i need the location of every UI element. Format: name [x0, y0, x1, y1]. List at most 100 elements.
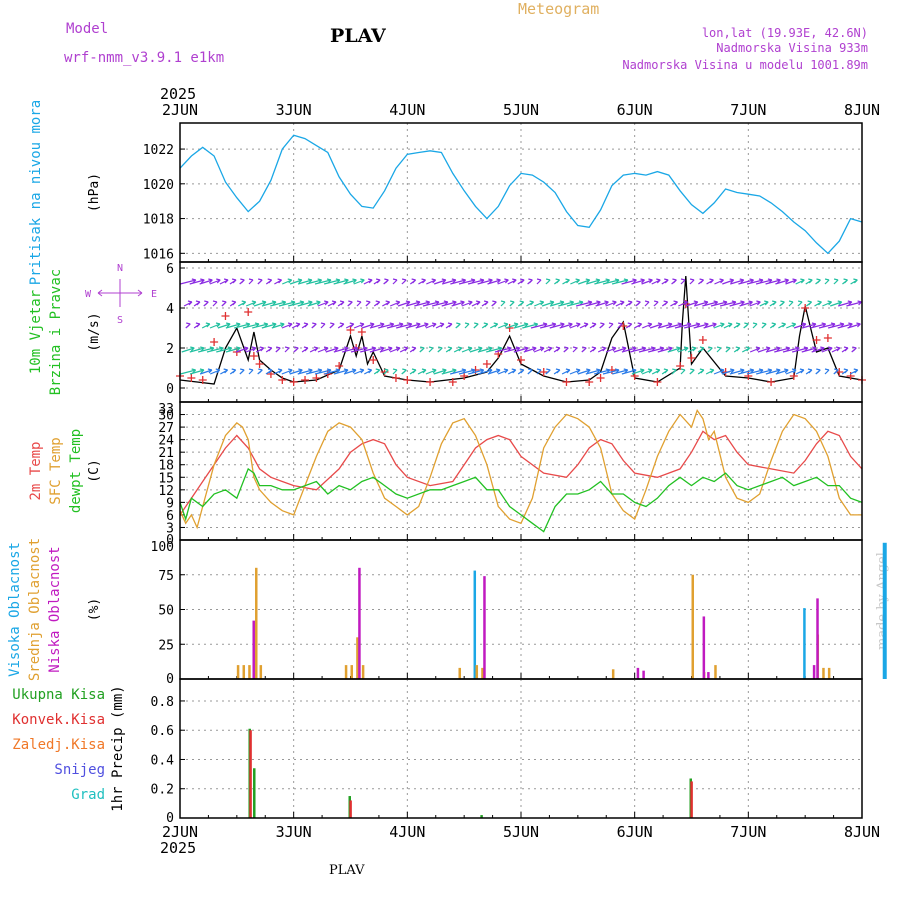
bar-mid: [236, 665, 240, 679]
wind-arrow: [586, 278, 601, 285]
wind-arrow: [327, 300, 337, 307]
wind-arrow: [749, 300, 761, 307]
wind-arrow: [235, 346, 249, 353]
gust-marker: [198, 376, 207, 384]
wind-arrow: [311, 322, 317, 329]
gust-marker: [460, 372, 469, 380]
wind-arrow: [795, 278, 805, 285]
ylabel-temperature: 2m Temp: [28, 441, 44, 500]
wind-arrow: [369, 346, 385, 353]
wind-arrow: [261, 300, 277, 307]
ylabel-cloud: Srednja Oblacnost: [27, 538, 43, 681]
x-tick-label-top: 8JUN: [844, 101, 880, 119]
wind-arrow: [325, 346, 339, 353]
wind-arrow: [185, 322, 191, 329]
wind-arrow: [469, 346, 483, 353]
wind-arrow: [671, 368, 677, 375]
wind-arrow: [527, 368, 533, 375]
y-tick-label: 12: [158, 484, 174, 499]
wind-arrow: [661, 300, 669, 307]
y-tick-label: 1020: [143, 178, 174, 193]
wind-arrow: [397, 300, 411, 307]
wind-arrow: [329, 322, 335, 329]
wind-arrow: [775, 278, 790, 285]
wind-arrow: [689, 368, 695, 375]
wind-arrow: [687, 346, 697, 353]
wind-arrow: [500, 300, 506, 307]
series-dewpoint: [179, 467, 863, 533]
wind-arrow: [491, 300, 497, 307]
bar-low: [252, 620, 255, 679]
wind-arrow: [477, 368, 493, 375]
bar-convective: [690, 781, 693, 818]
series-temp_2m: [179, 430, 863, 516]
wind-arrow: [693, 300, 709, 307]
wind-arrow: [405, 300, 421, 307]
wind-arrow: [778, 322, 787, 329]
wind-arrow: [203, 300, 209, 307]
y-tick-label: 21: [158, 446, 174, 461]
wind-arrow: [225, 322, 241, 329]
wind-arrow: [392, 368, 398, 375]
bar-low: [702, 616, 706, 679]
wind-arrow: [653, 300, 659, 307]
wind-arrow: [517, 300, 525, 307]
model-elevation-label: Nadmorska Visina u modelu 1001.89m: [622, 58, 868, 72]
gust-marker: [357, 328, 366, 336]
wind-arrow: [405, 322, 421, 329]
gust-marker: [210, 338, 219, 346]
wind-arrow: [221, 300, 227, 307]
gust-marker: [767, 378, 776, 386]
gust-marker: [687, 354, 696, 362]
wind-arrow: [275, 346, 281, 353]
wind-arrow: [765, 368, 781, 375]
y-tick-label: 24: [158, 434, 174, 449]
wind-arrow: [345, 322, 355, 329]
y-tick-label: 50: [158, 604, 174, 619]
wind-arrow: [523, 346, 537, 353]
y-tick-label: 4: [166, 302, 174, 317]
year-bottom: 2025: [160, 839, 196, 857]
wind-arrow: [670, 300, 678, 307]
gust-marker: [346, 326, 355, 334]
wind-arrow: [554, 278, 561, 285]
wind-arrow: [265, 278, 273, 285]
wind-arrow: [441, 300, 457, 307]
bar-mid: [458, 667, 461, 679]
wind-arrow: [631, 278, 645, 285]
wind-arrow: [507, 368, 517, 375]
wind-arrow: [536, 368, 542, 375]
wind-arrow: [435, 322, 445, 329]
wind-arrow: [419, 346, 425, 353]
wind-arrow: [225, 346, 241, 353]
gust-marker: [812, 336, 821, 344]
wind-arrow: [289, 278, 303, 285]
wind-arrow: [265, 368, 273, 375]
gust-marker: [187, 374, 196, 382]
wind-arrow: [239, 278, 245, 285]
wind-arrow: [680, 278, 686, 285]
x-tick-label-top: 6JUN: [617, 101, 653, 119]
wind-arrow: [801, 346, 817, 353]
wind-arrow: [383, 278, 389, 285]
gust-marker: [676, 362, 685, 370]
bar-mid: [350, 665, 353, 679]
wind-arrow: [257, 368, 263, 375]
wind-arrow: [189, 368, 205, 375]
unit-label-temperature: (C): [87, 459, 102, 482]
wind-arrow: [730, 278, 745, 285]
wind-arrow: [806, 300, 813, 307]
y-tick-label: 27: [158, 421, 174, 436]
wind-arrow: [284, 346, 290, 353]
wind-arrow: [842, 278, 848, 285]
wind-arrow: [389, 300, 401, 307]
wind-arrow: [426, 278, 437, 285]
wind-arrow: [317, 300, 329, 307]
ylabel-wind: 10m Vjetar: [28, 290, 44, 374]
gust-marker: [278, 376, 287, 384]
wind-arrow: [248, 368, 254, 375]
wind-arrow: [621, 346, 637, 353]
wind-arrow: [369, 322, 385, 329]
wind-arrow: [526, 300, 535, 307]
wind-arrow: [657, 322, 673, 329]
